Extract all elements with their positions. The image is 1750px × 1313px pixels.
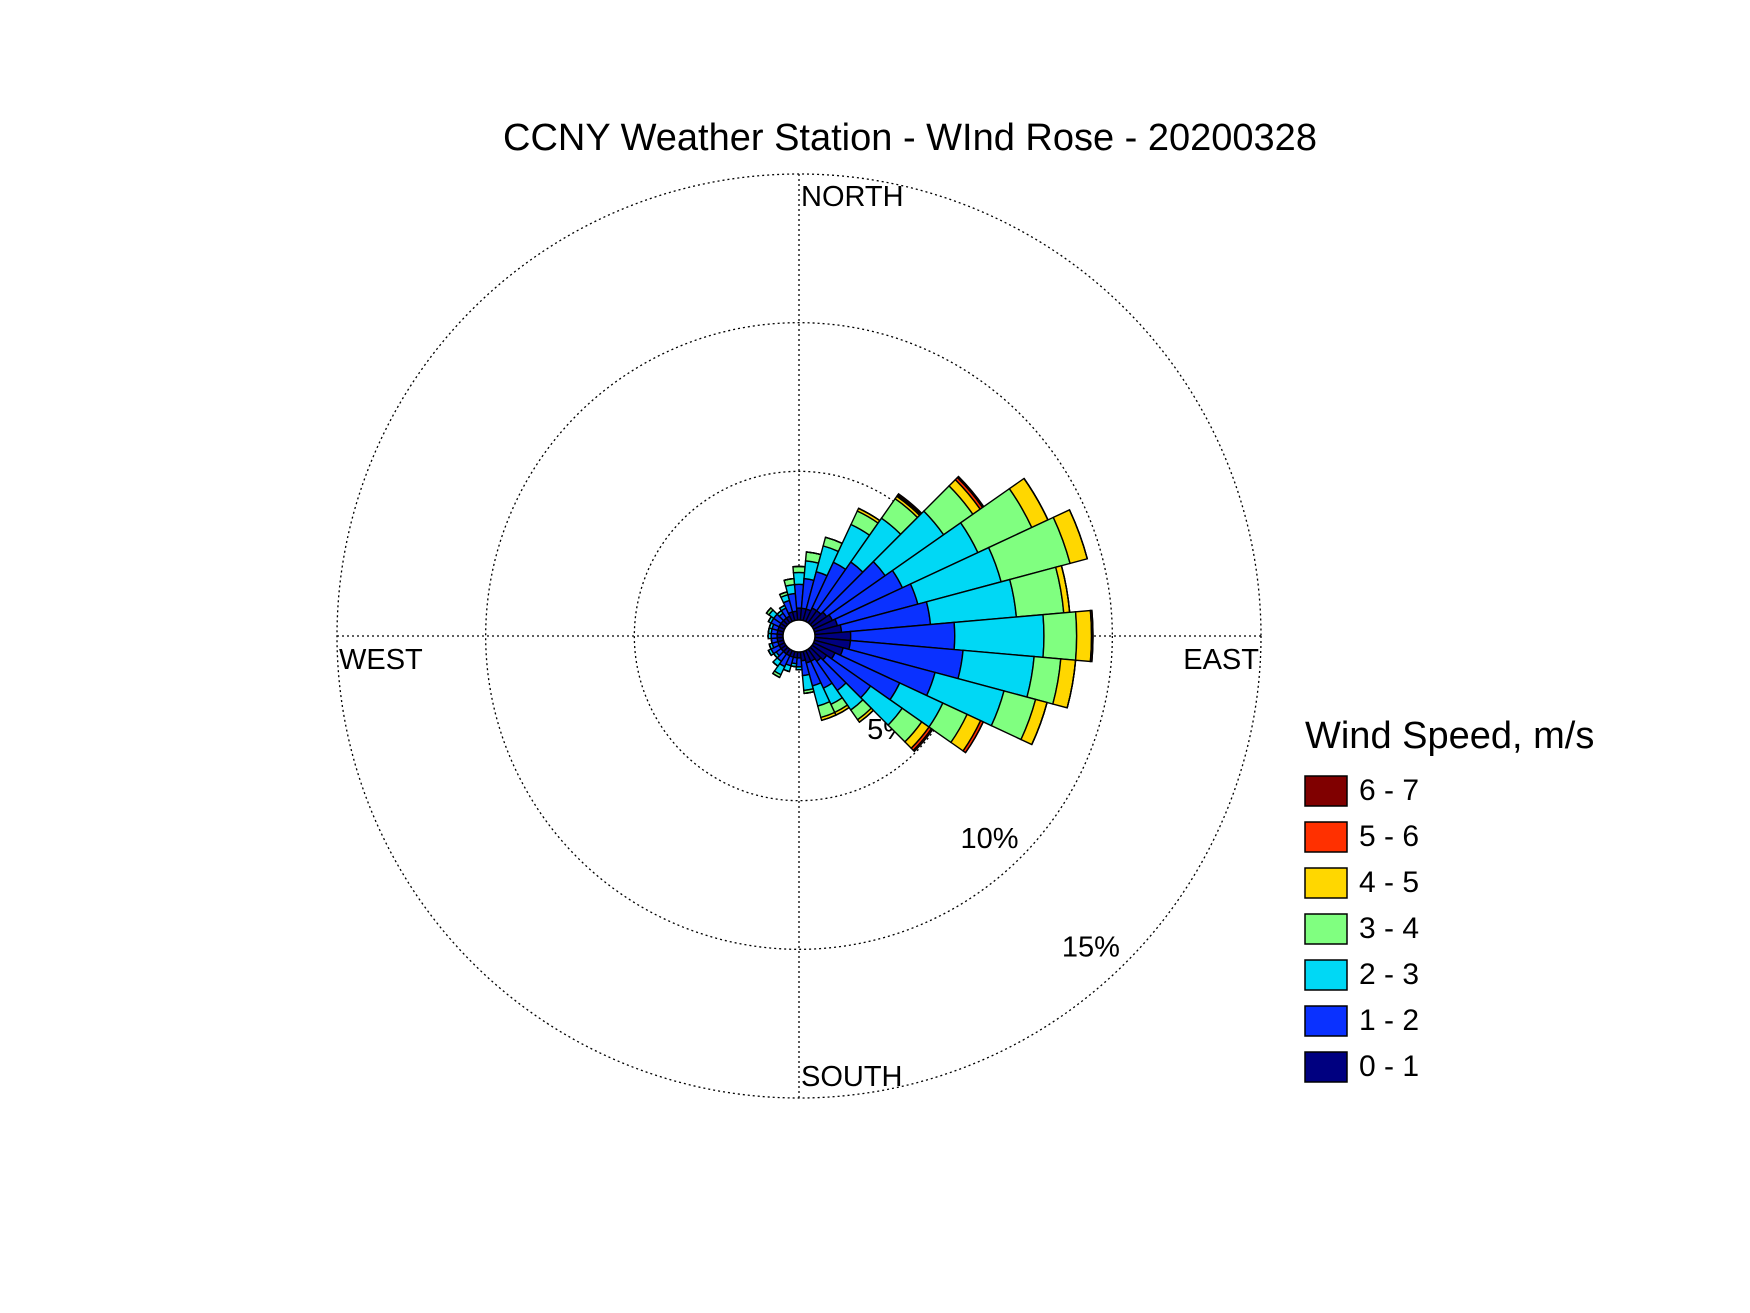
legend-title: Wind Speed, m/s — [1305, 715, 1594, 757]
wind-wedge — [772, 661, 779, 667]
wind-wedge — [783, 577, 795, 582]
legend-swatch — [1304, 959, 1348, 991]
chart-title: CCNY Weather Station - WInd Rose - 20200… — [503, 117, 1317, 159]
grid-ring — [633, 470, 965, 802]
direction-label: EAST — [1183, 644, 1259, 676]
direction-label: SOUTH — [801, 1061, 903, 1093]
legend-swatch — [1304, 1005, 1348, 1037]
legend-label: 0 - 1 — [1359, 1050, 1419, 1083]
wind-wedge — [792, 571, 806, 586]
legend-label: 1 - 2 — [1359, 1004, 1419, 1037]
direction-label: WEST — [339, 644, 423, 676]
legend-swatch — [1304, 821, 1348, 853]
legend-label: 6 - 7 — [1359, 774, 1419, 807]
wind-wedge — [912, 727, 934, 753]
wind-wedge — [1042, 611, 1078, 661]
legend-label: 4 - 5 — [1359, 866, 1419, 899]
legend-swatch — [1304, 1051, 1348, 1083]
wind-wedge — [1091, 610, 1094, 662]
wind-wedge — [792, 565, 806, 574]
r-tick-label: 15% — [1062, 932, 1120, 964]
wind-wedge — [803, 690, 815, 695]
legend-label: 3 - 4 — [1359, 912, 1419, 945]
r-tick-label: 10% — [960, 823, 1018, 855]
wind-wedge — [768, 643, 772, 650]
legend-swatch — [1304, 775, 1348, 807]
grid-ring — [485, 322, 1113, 950]
wind-wedge — [1031, 702, 1048, 745]
legend-label: 5 - 6 — [1359, 820, 1419, 853]
direction-label: NORTH — [801, 181, 904, 213]
legend-swatch — [1304, 913, 1348, 945]
center-hole — [782, 619, 816, 653]
wind-wedge — [765, 607, 772, 614]
wind-wedge — [1074, 609, 1093, 663]
legend-label: 2 - 3 — [1359, 958, 1419, 991]
wind-wedge — [770, 638, 773, 644]
legend-swatch — [1304, 867, 1348, 899]
